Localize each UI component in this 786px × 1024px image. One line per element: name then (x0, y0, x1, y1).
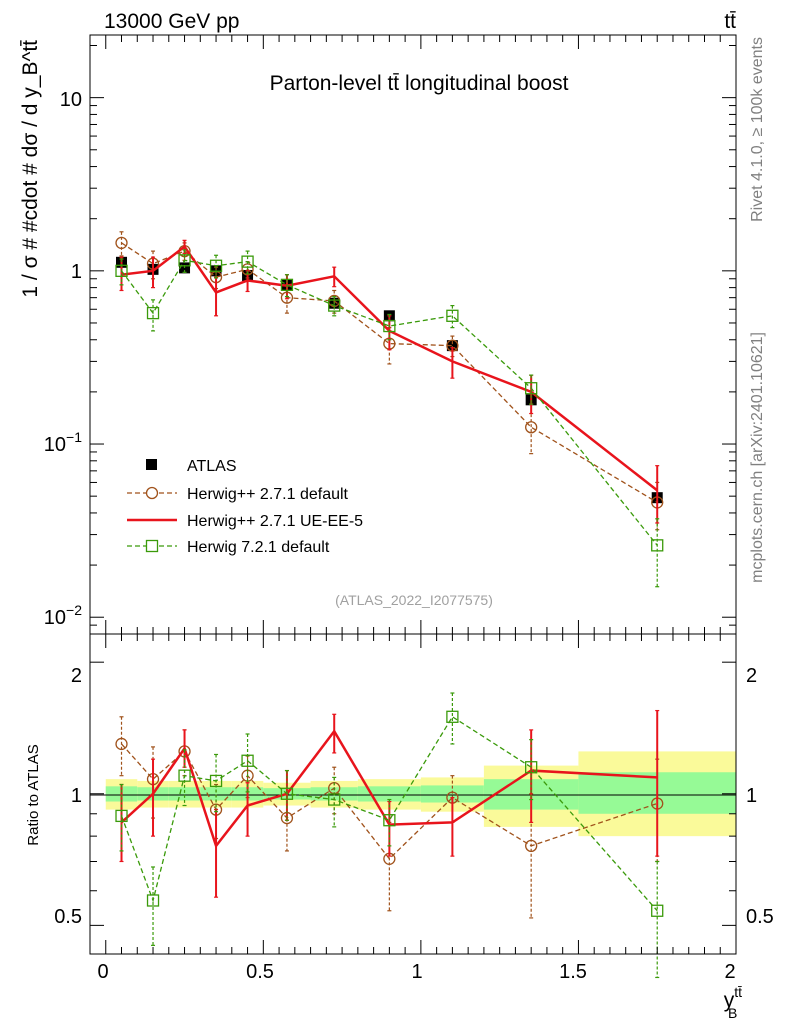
ratio-y-axis-label: Ratio to ATLAS (25, 744, 42, 845)
x-axis-label: ytt̄ B (724, 984, 742, 1021)
main-marker-herwig721-4 (241, 255, 254, 268)
ratio-marker-herwig_default-9 (525, 839, 538, 853)
xtick-label-0.5: 0.5 (246, 961, 274, 983)
ratio-band-green-8 (420, 785, 484, 803)
legend-entry-atlas: ATLAS (146, 458, 237, 475)
ratio-band-green-2 (168, 787, 201, 801)
legend-marker-atlas (146, 459, 157, 470)
watermark: (ATLAS_2022_I2077575) (335, 592, 493, 608)
ratio-xtick-labels: 0 0.5 1 1.5 2 (97, 961, 735, 983)
ratio-panel: Ratio to ATLAS 2 1 0.5 2 1 0.5 0 0.5 1 1… (25, 633, 774, 1021)
main-marker-herwig721-6 (328, 299, 341, 312)
legend-entry-herwig-ueee5: Herwig++ 2.7.1 UE-EE-5 (127, 513, 363, 530)
ytick-label-10: 10 (60, 89, 82, 111)
xtick-label-2: 2 (724, 961, 735, 983)
legend-marker-herwig721 (145, 539, 159, 553)
legend-label-herwig721: Herwig 7.2.1 default (187, 539, 330, 556)
ratio-marker-herwig721-4 (241, 754, 254, 767)
ratio-marker-herwig721-0 (115, 809, 128, 823)
legend-label-herwig-ueee5: Herwig++ 2.7.1 UE-EE-5 (187, 513, 363, 530)
main-panel: Parton-level tt̄ longitudinal boost (ATL… (19, 34, 737, 635)
legend-marker-herwig-default (145, 486, 159, 500)
main-marker-herwig721-9 (525, 382, 538, 395)
xtick-label-0: 0 (97, 961, 108, 983)
main-marker-herwig721-3 (209, 259, 223, 272)
ratio-marker-herwig721-2 (178, 769, 191, 782)
main-marker-herwig_default-9 (525, 421, 538, 434)
ratio-ytick-labels-left: 2 1 0.5 (54, 665, 82, 928)
main-point-atlas-8 (446, 340, 458, 352)
main-line-herwig721 (120, 259, 658, 546)
ratio-ytick-label-1: 1 (71, 785, 82, 807)
main-series-herwig721 (115, 249, 664, 588)
main-marker-herwig721-8 (446, 309, 459, 322)
ratio-ticks (90, 634, 737, 954)
main-series-layer (115, 231, 664, 588)
xtick-label-1: 1 (411, 961, 422, 983)
rivet-version-label: Rivet 4.1.0, ≥ 100k events (749, 37, 766, 222)
ytick-label-1: 1 (71, 261, 82, 283)
ratio-ytick-labels-right: 2 1 0.5 (746, 665, 774, 928)
main-marker-herwig721-5 (280, 278, 294, 292)
ratio-ytick-label-0.5: 0.5 (54, 906, 82, 928)
legend: ATLAS Herwig++ 2.7.1 default Herwig++ 2.… (127, 458, 363, 556)
legend-entry-herwig721: Herwig 7.2.1 default (127, 539, 330, 556)
ytick-label-0.1: 10−1 (44, 429, 82, 456)
ratio-marker-herwig721-9 (525, 761, 538, 774)
main-y-axis-label: 1 / σ # #cdot # dσ / d y_B^tt̄ (19, 40, 42, 298)
ratio-marker-herwig721-7 (383, 814, 396, 827)
ratio-marker-herwig721-6 (328, 793, 341, 806)
ratio-ytick-label-2: 2 (71, 665, 82, 687)
ratio-ytick-label-right-0.5: 0.5 (746, 906, 774, 928)
ratio-band-green-3 (200, 787, 232, 801)
xtick-label-1.5: 1.5 (559, 961, 587, 983)
main-marker-herwig721-1 (146, 306, 160, 320)
ratio-marker-herwig721-5 (280, 787, 294, 800)
ratio-ytick-label-right-2: 2 (746, 665, 757, 687)
ytick-label-0.01: 10−2 (44, 602, 82, 629)
main-marker-herwig_default-0 (115, 236, 128, 250)
legend-label-herwig-default: Herwig++ 2.7.1 default (187, 486, 349, 503)
ratio-series-layer (115, 692, 664, 979)
main-ytick-labels: 10 1 10−1 10−2 (44, 89, 82, 629)
ratio-marker-herwig721-1 (146, 894, 160, 907)
main-title: Parton-level tt̄ longitudinal boost (270, 72, 569, 95)
main-marker-herwig721-2 (178, 254, 191, 267)
ratio-marker-herwig721-10 (651, 904, 664, 917)
ratio-marker-herwig_default-0 (115, 737, 128, 751)
process-label: tt̄ (724, 10, 736, 33)
main-marker-herwig721-10 (651, 539, 664, 552)
main-series-herwig_ueee5 (119, 239, 660, 524)
ratio-line-herwig721 (120, 715, 658, 912)
ratio-series-herwig721 (115, 692, 664, 979)
mcplots-label: mcplots.cern.ch [arXiv:2401.10621] (749, 332, 766, 583)
legend-label-atlas: ATLAS (187, 458, 237, 475)
main-marker-herwig721-0 (115, 264, 128, 277)
ratio-ytick-label-right-1: 1 (746, 785, 757, 807)
energy-label: 13000 GeV pp (104, 10, 239, 33)
main-marker-herwig721-7 (383, 319, 396, 333)
ratio-marker-herwig721-8 (446, 710, 459, 723)
ratio-marker-herwig721-3 (209, 774, 223, 788)
legend-entry-herwig-default: Herwig++ 2.7.1 default (127, 486, 349, 503)
